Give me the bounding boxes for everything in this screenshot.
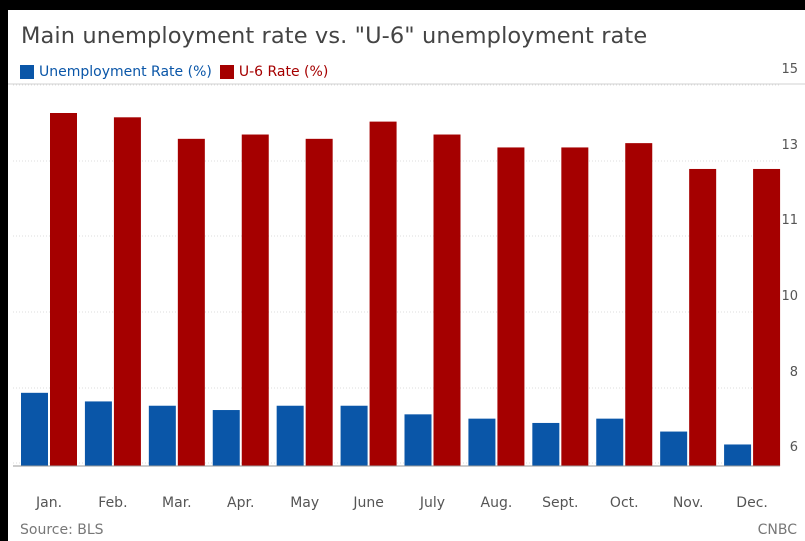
y-tick-label: 15 — [781, 62, 798, 77]
bar-u6-rate — [369, 121, 397, 467]
x-tick-label: Aug. — [481, 495, 513, 511]
bar-unemployment-rate — [21, 392, 48, 466]
chart-frame: Main unemployment rate vs. "U-6" unemplo… — [8, 10, 805, 541]
bar-unemployment-rate — [660, 431, 688, 466]
x-tick-label: Mar. — [162, 495, 192, 511]
legend-label-u6: U-6 Rate (%) — [238, 64, 329, 80]
x-tick-label: May — [290, 495, 319, 511]
x-tick-label: Apr. — [227, 495, 254, 511]
legend-item-u6: U-6 Rate (%) — [219, 64, 329, 80]
bar-unemployment-rate — [148, 405, 176, 466]
y-tick-label: 13 — [781, 138, 798, 153]
legend: Unemployment Rate (%) U-6 Rate (%) — [20, 62, 336, 82]
x-tick-label: Sept. — [542, 495, 578, 511]
x-tick-label: Oct. — [610, 495, 639, 511]
bar-unemployment-rate — [596, 418, 624, 466]
bar-u6-rate — [433, 134, 461, 466]
bar-unemployment-rate — [404, 414, 432, 466]
bar-unemployment-rate — [276, 405, 304, 466]
legend-swatch-u6 — [219, 65, 234, 79]
bar-u6-rate — [497, 147, 525, 466]
credit-note: CNBC — [757, 522, 797, 538]
bar-unemployment-rate — [340, 405, 368, 466]
bar-u6-rate — [561, 147, 589, 466]
bar-u6-rate — [753, 168, 781, 466]
x-tick-label: Feb. — [98, 495, 127, 511]
bar-u6-rate — [625, 143, 653, 466]
bar-u6-rate — [177, 138, 205, 466]
legend-label-unemployment: Unemployment Rate (%) — [39, 64, 212, 80]
x-tick-label: Nov. — [673, 495, 704, 511]
bar-unemployment-rate — [212, 410, 240, 466]
bar-unemployment-rate — [84, 401, 112, 466]
legend-swatch-unemployment — [20, 65, 34, 79]
bar-u6-rate — [305, 138, 333, 466]
y-tick-label: 6 — [790, 440, 798, 455]
x-tick-label: June — [352, 495, 384, 511]
x-tick-label: Dec. — [736, 495, 768, 511]
legend-item-unemployment: Unemployment Rate (%) — [20, 64, 212, 80]
bar-unemployment-rate — [468, 418, 496, 466]
bar-unemployment-rate — [724, 444, 752, 466]
bar-u6-rate — [50, 113, 77, 466]
source-note: Source: BLS — [20, 522, 104, 538]
bar-unemployment-rate — [532, 422, 560, 466]
bar-u6-rate — [113, 117, 141, 467]
x-tick-label: Jan. — [35, 495, 62, 511]
y-tick-label: 10 — [781, 289, 798, 304]
bar-chart: 15 13 11 10 8 6 Jan. Feb. Mar. Apr. May June July Aug… — [8, 62, 805, 511]
y-tick-label: 11 — [781, 213, 798, 228]
chart-title: Main unemployment rate vs. "U-6" unemplo… — [21, 23, 648, 49]
bar-u6-rate — [241, 134, 269, 466]
y-tick-label: 8 — [790, 365, 798, 380]
x-tick-label: July — [419, 495, 445, 511]
bar-u6-rate — [689, 168, 717, 466]
